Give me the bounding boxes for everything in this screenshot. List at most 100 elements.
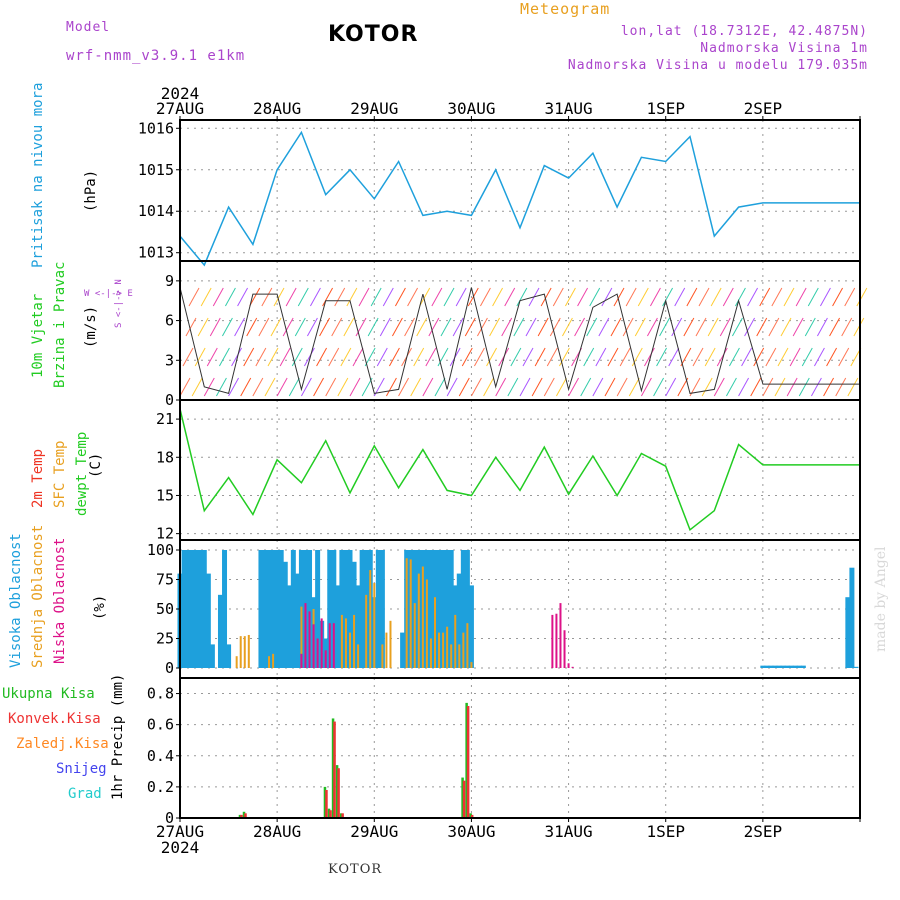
y-tick-label: 0.2 [147,778,174,796]
wind-barb [309,287,321,307]
cloud-bar [266,550,272,668]
wind-barb [619,347,631,367]
cloud-bar [290,550,296,668]
cloud-bar [764,665,770,668]
wind-barb [246,317,258,337]
cloud-bar [448,550,454,668]
wind-barb [549,317,561,337]
cloud-bar [343,550,349,668]
y-tick-label: 25 [156,630,174,648]
cloud-bar [304,603,307,668]
wind-compass-horizontal: W <-|-> E [84,289,133,299]
wind-barb [473,347,485,367]
wind-barb [616,377,628,397]
wind-barb [455,287,467,307]
wind-barb [288,377,300,397]
wind-barb [637,287,649,307]
wind-barb [279,347,291,367]
wind-barb [316,347,328,367]
wind-barb [407,287,419,307]
cloud-bar [460,550,466,668]
pressure-line [179,130,860,267]
wind-barb [777,347,789,367]
wind-barb [483,377,495,397]
cloud-bar [328,623,331,668]
cloud-bar [274,550,280,668]
wind-barb [671,317,683,337]
wind-barb [410,377,422,397]
wind-barb [513,317,525,337]
wind-barb [194,347,206,367]
cloud-bar [571,666,574,668]
cloud-bar [335,585,341,668]
wind-barb [240,377,252,397]
wind-barb [431,287,443,307]
wind-barb [218,347,230,367]
cloud-bar [563,630,566,668]
cloud-bar [312,624,315,668]
wind-barb [294,317,306,337]
cloud-bar [258,550,264,668]
model-name: wrf-nmm_v3.9.1 e1km [66,48,246,64]
precip-bar [323,786,327,818]
wind-barb [419,287,431,307]
time-label-top: 1SEP [646,99,685,118]
wind-barb [838,347,850,367]
wind-barb [534,347,546,367]
wind-barb [601,287,613,307]
cloud-bar [365,594,368,668]
wind-barb [665,377,677,397]
wind-barb [662,287,674,307]
wind-barb [853,317,865,337]
cloud-bar [768,665,774,668]
cloud-bar [468,585,474,668]
cloud-bar [272,653,275,668]
cloud-bar [555,613,558,668]
precip-bar [325,790,328,818]
cloud-bar [181,550,187,668]
wind-barb [722,287,734,307]
cloud-bar [464,550,470,668]
wind-barb [443,287,455,307]
cloud-bar [324,650,327,668]
wind-barb [486,347,498,367]
wind-barb [267,347,279,367]
cloud-bar [796,665,802,668]
wind-barb [586,317,598,337]
wind-barb [734,287,746,307]
y-tick-label: 15 [156,486,174,504]
panel-frame [179,399,861,541]
page-title: KOTOR [328,22,419,47]
wind-barb [668,347,680,367]
cloud-bar [226,644,232,668]
cloud-bar [349,632,351,668]
cloud-bar [332,623,335,668]
wind-barb [707,317,719,337]
product-label: Meteogram [520,0,611,18]
wind-barb [404,317,416,337]
cloud-bar [400,632,406,668]
cloud-bar [193,550,199,668]
year-label-top: 2024 [161,84,200,103]
cloud-bar [307,550,313,668]
wind-barb [367,317,379,337]
cloud-bar [559,603,562,668]
wind-barb [604,377,616,397]
wind-barb [489,317,501,337]
cloud-bar [849,567,855,668]
time-label-top: 30AUG [447,99,495,118]
wind-barb [255,347,267,367]
wind-barb [461,347,473,367]
wind-barb [783,287,795,307]
wind-barb [337,377,349,397]
cloud-bar [442,632,445,668]
wind-barb [264,377,276,397]
wind-barb [741,347,753,367]
cloud-bar [197,550,203,668]
wind-barb [504,287,516,307]
wind-barb [804,317,816,337]
wind-barb [297,287,309,307]
wind-barb [607,347,619,367]
precip-legend-snow: Snijeg [56,761,107,777]
cloud-bar [315,550,321,668]
